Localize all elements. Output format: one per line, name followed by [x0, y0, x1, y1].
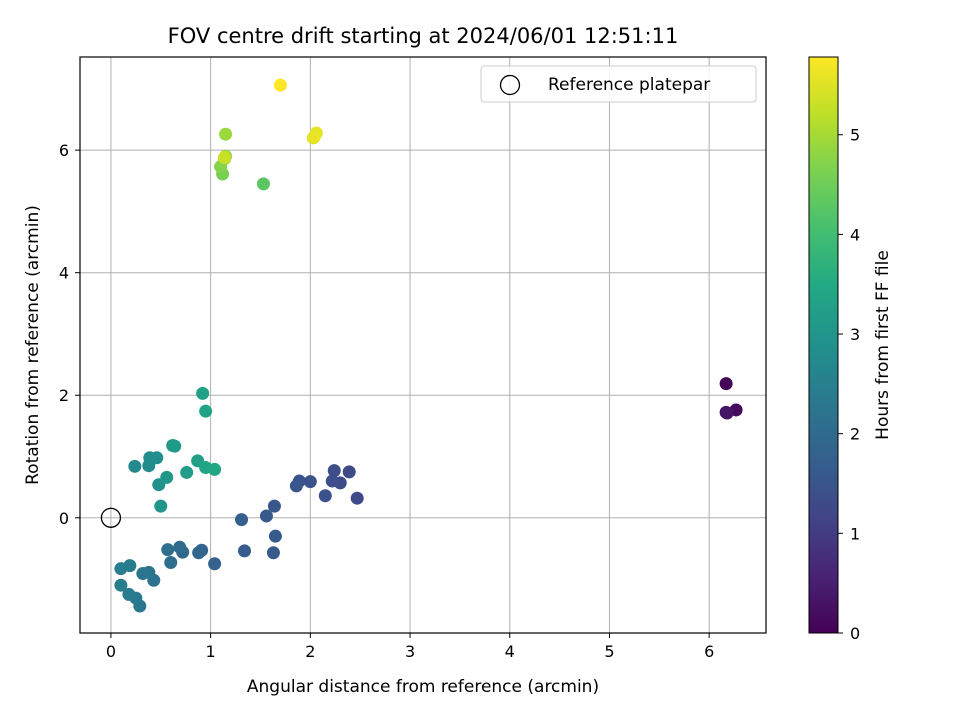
legend-marker-reference [499, 74, 521, 96]
x-tick-label: 0 [106, 642, 116, 661]
x-tick-label: 5 [604, 642, 614, 661]
data-point [327, 464, 341, 478]
data-point [161, 543, 175, 557]
colorbar-tick-label: 5 [850, 126, 860, 145]
data-point [180, 465, 194, 479]
data-point [208, 557, 222, 571]
colorbar-ticks: 0 1 2 3 4 5 [838, 126, 860, 643]
scatter-points [114, 78, 743, 613]
data-point [122, 587, 136, 601]
data-point [342, 465, 356, 479]
colorbar: 0 1 2 3 4 5 Hours from first FF file [808, 56, 893, 643]
y-tick-label: 6 [59, 141, 69, 160]
data-point [268, 529, 282, 543]
data-point [273, 78, 287, 92]
data-point [173, 540, 187, 554]
data-point [325, 474, 339, 488]
colorbar-tick-label: 3 [850, 325, 860, 344]
reference-platepar-marker [100, 507, 122, 528]
data-point [192, 546, 206, 560]
data-point [307, 130, 321, 144]
data-point [259, 509, 273, 523]
colorbar-label: Hours from first FF file [873, 250, 893, 440]
y-tick-label: 0 [59, 509, 69, 528]
colorbar-tick-label: 4 [850, 225, 860, 244]
data-point [719, 377, 733, 391]
x-tick-label: 3 [405, 642, 415, 661]
data-point [199, 404, 213, 418]
plot-frame [79, 56, 767, 634]
data-point [219, 127, 233, 141]
data-point [114, 578, 128, 592]
x-tick-label: 4 [505, 642, 515, 661]
legend-box [480, 65, 757, 103]
data-point [267, 499, 281, 513]
data-point [350, 491, 364, 505]
data-point [238, 544, 252, 558]
chart-title: FOV centre drift starting at 2024/06/01 … [168, 24, 679, 48]
x-tick-label: 2 [305, 642, 315, 661]
data-point [235, 513, 249, 527]
grid [80, 57, 766, 633]
x-axis-label: Angular distance from reference (arcmin) [247, 677, 599, 697]
data-point [318, 489, 332, 503]
data-point [289, 479, 303, 493]
data-point [160, 470, 174, 484]
data-point [720, 406, 734, 420]
y-tick-label: 4 [59, 264, 69, 283]
colorbar-gradient [808, 56, 839, 634]
x-tick-label: 1 [206, 642, 216, 661]
legend: Reference platepar [480, 65, 757, 103]
data-point [303, 475, 317, 489]
data-point [256, 177, 270, 191]
colorbar-tick-label: 1 [850, 524, 860, 543]
y-axis-ticks: 0 2 4 6 [59, 141, 80, 528]
data-point [114, 562, 128, 576]
colorbar-tick-label: 2 [850, 425, 860, 444]
x-tick-label: 6 [704, 642, 714, 661]
data-point [128, 459, 142, 473]
data-point [208, 462, 222, 476]
x-axis-ticks: 0 1 2 3 4 5 6 [106, 633, 714, 661]
data-point [154, 499, 168, 513]
y-tick-label: 2 [59, 386, 69, 405]
y-axis-label: Rotation from reference (arcmin) [23, 205, 43, 485]
data-point [136, 567, 150, 581]
colorbar-tick-label: 0 [850, 624, 860, 643]
data-point [218, 150, 232, 164]
data-point [196, 386, 210, 400]
data-point [150, 451, 164, 465]
data-point [164, 556, 178, 570]
legend-label-reference: Reference platepar [548, 75, 710, 95]
data-point [168, 439, 182, 453]
reference-layer [100, 507, 122, 528]
data-point [266, 546, 280, 560]
